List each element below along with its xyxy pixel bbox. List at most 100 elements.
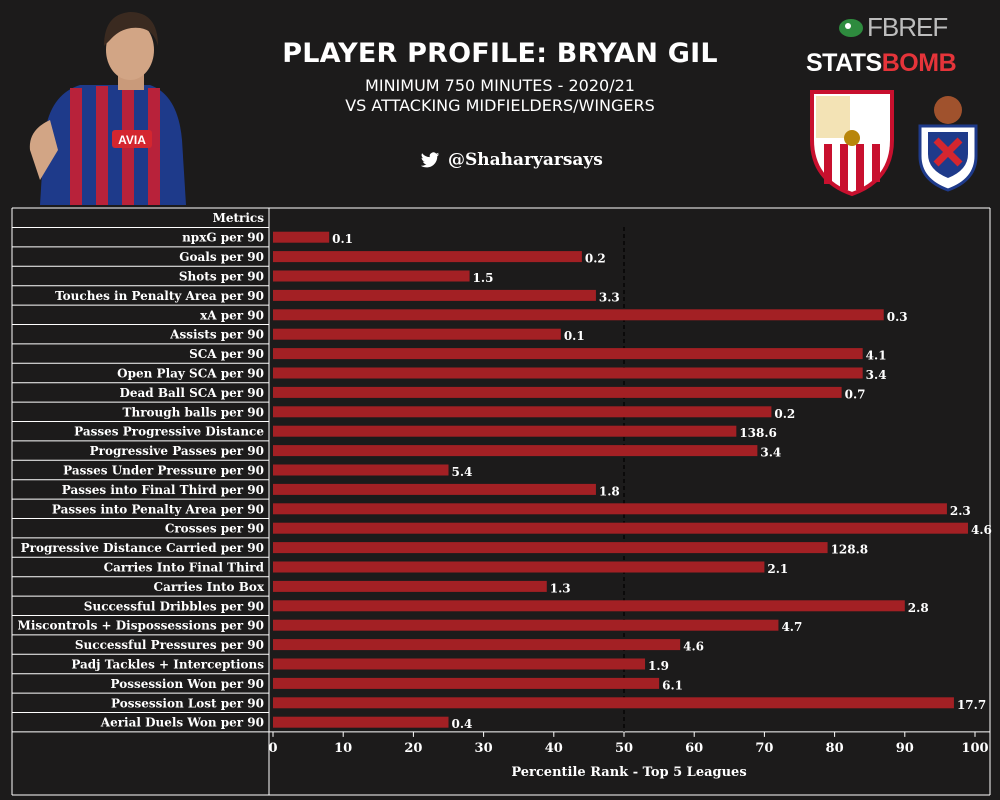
statsbomb-logo-bomb: BOMB [881, 49, 957, 77]
x-tick-label: 50 [615, 741, 633, 756]
value-label: 0.1 [564, 329, 585, 343]
metric-label: Dead Ball SCA per 90 [119, 386, 264, 400]
bar [273, 716, 449, 728]
bar [273, 522, 968, 534]
statsbomb-logo-stats: STATS [806, 49, 882, 77]
metric-label: Open Play SCA per 90 [117, 367, 264, 381]
x-tick-label: 60 [685, 741, 703, 756]
value-label: 4.6 [971, 523, 992, 537]
twitter-credit: @Shaharyarsays [420, 150, 603, 170]
metric-label: Crosses per 90 [165, 522, 264, 536]
metric-label: Padj Tackles + Interceptions [71, 658, 264, 672]
value-label: 2.8 [908, 601, 929, 615]
value-label: 0.4 [452, 717, 473, 731]
x-tick-label: 40 [545, 741, 563, 756]
value-label: 128.8 [831, 543, 869, 557]
bar [273, 406, 772, 418]
bar [273, 251, 582, 263]
value-label: 3.3 [599, 290, 620, 304]
metric-label: SCA per 90 [189, 347, 264, 361]
metric-label: Successful Dribbles per 90 [84, 599, 264, 613]
x-tick-label: 10 [334, 741, 352, 756]
bar [273, 348, 863, 360]
metric-label: Progressive Passes per 90 [90, 444, 264, 458]
bar [273, 425, 737, 437]
value-label: 0.1 [332, 232, 353, 246]
value-label: 2.1 [767, 562, 788, 576]
metric-label: Carries Into Final Third [104, 561, 265, 575]
header: AVIA PLAYER PROFILE: BRYAN GIL MINIMUM 7… [0, 0, 1000, 205]
value-label: 138.6 [739, 426, 777, 440]
svg-text:AVIA: AVIA [118, 133, 146, 147]
bar [273, 483, 596, 495]
metric-label: xA per 90 [200, 308, 264, 322]
metrics-column-header: Metrics [213, 211, 265, 225]
value-label: 4.6 [683, 640, 704, 654]
bar [273, 561, 765, 573]
x-tick-label: 20 [404, 741, 422, 756]
metric-label: Passes into Penalty Area per 90 [52, 502, 264, 516]
bar [273, 464, 449, 476]
bar [273, 677, 660, 689]
metric-label: Passes Under Pressure per 90 [63, 464, 264, 478]
value-label: 6.1 [662, 678, 683, 692]
value-label: 0.2 [774, 407, 795, 421]
metric-label: Touches in Penalty Area per 90 [55, 289, 264, 303]
bar [273, 697, 954, 709]
metric-label: Goals per 90 [179, 250, 264, 264]
x-axis-label: Percentile Rank - Top 5 Leagues [511, 765, 746, 780]
metric-label: Shots per 90 [179, 270, 264, 284]
bar [273, 639, 681, 651]
eibar-crest [918, 96, 978, 192]
x-tick-label: 0 [268, 741, 277, 756]
bar [273, 367, 863, 379]
statsbomb-logo: STATSBOMB [806, 49, 957, 78]
x-tick-label: 80 [826, 741, 844, 756]
metric-label: Through balls per 90 [123, 405, 264, 419]
value-label: 0.7 [845, 387, 866, 401]
value-label: 2.3 [950, 504, 971, 518]
bar [273, 600, 905, 612]
x-axis-ticks: 0 10 20 30 40 50 60 70 80 90 100 [268, 731, 989, 756]
value-label: 4.7 [781, 620, 802, 634]
bar [273, 503, 947, 515]
metric-label: Successful Pressures per 90 [75, 638, 264, 652]
value-labels-group: 0.10.21.53.30.30.14.13.40.70.2138.63.45.… [332, 232, 992, 731]
bar [273, 542, 828, 554]
bar [273, 231, 330, 243]
x-tick-label: 100 [961, 741, 988, 756]
metric-label: Aerial Duels Won per 90 [100, 716, 264, 730]
value-label: 5.4 [452, 465, 473, 479]
metric-label: Carries Into Box [154, 580, 265, 594]
metric-label: Assists per 90 [169, 328, 264, 342]
chart-title: PLAYER PROFILE: BRYAN GIL [282, 38, 718, 69]
metric-label: Passes Progressive Distance [74, 425, 264, 439]
value-label: 3.4 [760, 446, 781, 460]
metric-labels-group: npxG per 90 Goals per 90 Shots per 90 Touch… [18, 231, 265, 730]
bar [273, 619, 779, 631]
value-label: 1.5 [473, 271, 494, 285]
metric-label: Passes into Final Third per 90 [62, 483, 264, 497]
row-separators [12, 227, 990, 733]
metric-label: Possession Lost per 90 [111, 696, 264, 710]
bar [273, 445, 758, 457]
chart-subtitle-comparison: VS ATTACKING MIDFIELDERS/WINGERS [345, 96, 655, 115]
metric-label: Miscontrols + Dispossessions per 90 [18, 619, 264, 633]
chart-subtitle-minutes: MINIMUM 750 MINUTES - 2020/21 [365, 76, 635, 95]
value-label: 1.9 [648, 659, 669, 673]
value-label: 4.1 [866, 349, 887, 363]
bar [273, 289, 596, 301]
fbref-ball-icon [839, 18, 863, 37]
player-photo: AVIA [0, 0, 210, 205]
fbref-logo: FBREF [838, 12, 948, 43]
percentile-bar-chart: Metrics npxG per 90 Goals per 90 Shots per… [11, 207, 992, 796]
value-label: 1.3 [550, 581, 571, 595]
twitter-icon [420, 151, 440, 167]
x-tick-label: 70 [755, 741, 773, 756]
twitter-handle: @Shaharyarsays [448, 150, 603, 170]
bar [273, 328, 561, 340]
metric-label: npxG per 90 [182, 231, 264, 245]
x-tick-label: 30 [475, 741, 493, 756]
bar [273, 658, 646, 670]
value-label: 3.4 [866, 368, 887, 382]
